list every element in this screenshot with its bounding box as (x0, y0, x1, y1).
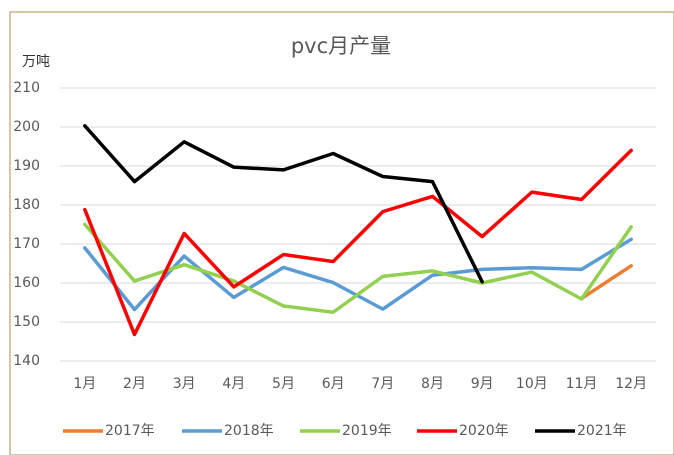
x-tick-label: 10月 (516, 376, 548, 392)
y-axis-label: 万吨 (22, 54, 50, 70)
y-tick-label: 180 (13, 197, 40, 213)
y-tick-label: 140 (13, 353, 40, 369)
x-tick-label: 2月 (123, 376, 146, 392)
x-tick-label: 3月 (173, 376, 196, 392)
chart-border (9, 11, 674, 455)
x-tick-label: 11月 (566, 376, 598, 392)
series-line (83, 124, 484, 284)
y-tick-label: 190 (13, 158, 40, 174)
y-tick-label: 170 (13, 236, 40, 252)
y-tick-label: 200 (13, 119, 40, 135)
x-tick-label: 7月 (371, 376, 394, 392)
x-tick-label: 6月 (322, 376, 345, 392)
x-tick-label: 1月 (73, 376, 96, 392)
series-line (83, 148, 633, 337)
legend-label: 2021年 (577, 423, 627, 439)
x-tick-label: 5月 (272, 376, 295, 392)
series-line (83, 222, 633, 314)
legend-label: 2020年 (459, 423, 509, 439)
x-tick-label: 4月 (222, 376, 245, 392)
series-line (579, 264, 633, 301)
x-tick-label: 9月 (471, 376, 494, 392)
x-tick-label: 8月 (421, 376, 444, 392)
chart-title: pvc月产量 (291, 34, 391, 58)
y-tick-label: 160 (13, 275, 40, 291)
y-tick-label: 210 (13, 80, 40, 96)
y-tick-label: 150 (13, 314, 40, 330)
legend-label: 2019年 (342, 423, 392, 439)
x-tick-label: 12月 (615, 376, 647, 392)
legend-label: 2017年 (105, 423, 155, 439)
legend-label: 2018年 (224, 423, 274, 439)
